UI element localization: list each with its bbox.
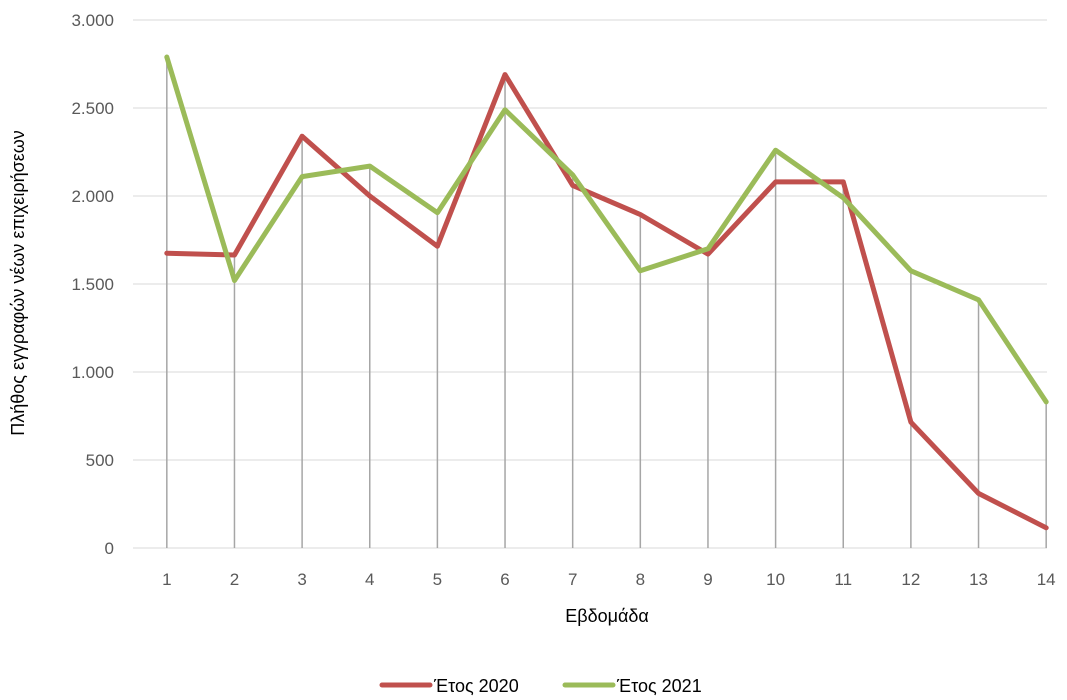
y-tick-label: 0: [105, 539, 114, 558]
y-tick-label: 1.500: [71, 275, 114, 294]
series-line-2: [164, 54, 1049, 405]
series-line-1: [164, 72, 1049, 531]
x-tick-label: 6: [500, 570, 509, 589]
x-axis-ticks: 1 2 3 4 5 6 7 8 9 10 11 12 13 14: [162, 570, 1056, 589]
y-tick-label: 1.000: [71, 363, 114, 382]
legend: Έτος 2020 Έτος 2021: [379, 676, 702, 696]
gridlines: [133, 19, 1047, 549]
x-axis-title: Εβδομάδα: [565, 606, 649, 626]
y-tick-label: 2.500: [71, 99, 114, 118]
x-tick-label: 10: [766, 570, 785, 589]
y-tick-label: 500: [86, 451, 114, 470]
y-axis-title: Πλήθος εγγραφών νέων επιχειρήσεων: [8, 130, 28, 436]
legend-label-2: Έτος 2021: [616, 676, 702, 696]
y-tick-label: 2.000: [71, 187, 114, 206]
x-tick-label: 9: [703, 570, 712, 589]
legend-label-1: Έτος 2020: [433, 676, 519, 696]
x-tick-label: 1: [162, 570, 171, 589]
x-tick-label: 13: [969, 570, 988, 589]
x-tick-label: 11: [834, 570, 852, 589]
x-tick-label: 14: [1037, 570, 1056, 589]
x-tick-label: 3: [297, 570, 306, 589]
y-tick-label: 3.000: [71, 11, 114, 30]
drop-lines: [166, 56, 1047, 548]
y-axis-ticks: 0 500 1.000 1.500 2.000 2.500 3.000: [71, 11, 114, 558]
x-tick-label: 12: [901, 570, 920, 589]
x-tick-label: 5: [433, 570, 442, 589]
x-tick-label: 4: [365, 570, 374, 589]
x-tick-label: 8: [636, 570, 645, 589]
series-lines: [164, 54, 1049, 531]
x-tick-label: 7: [568, 570, 577, 589]
x-tick-label: 2: [230, 570, 239, 589]
